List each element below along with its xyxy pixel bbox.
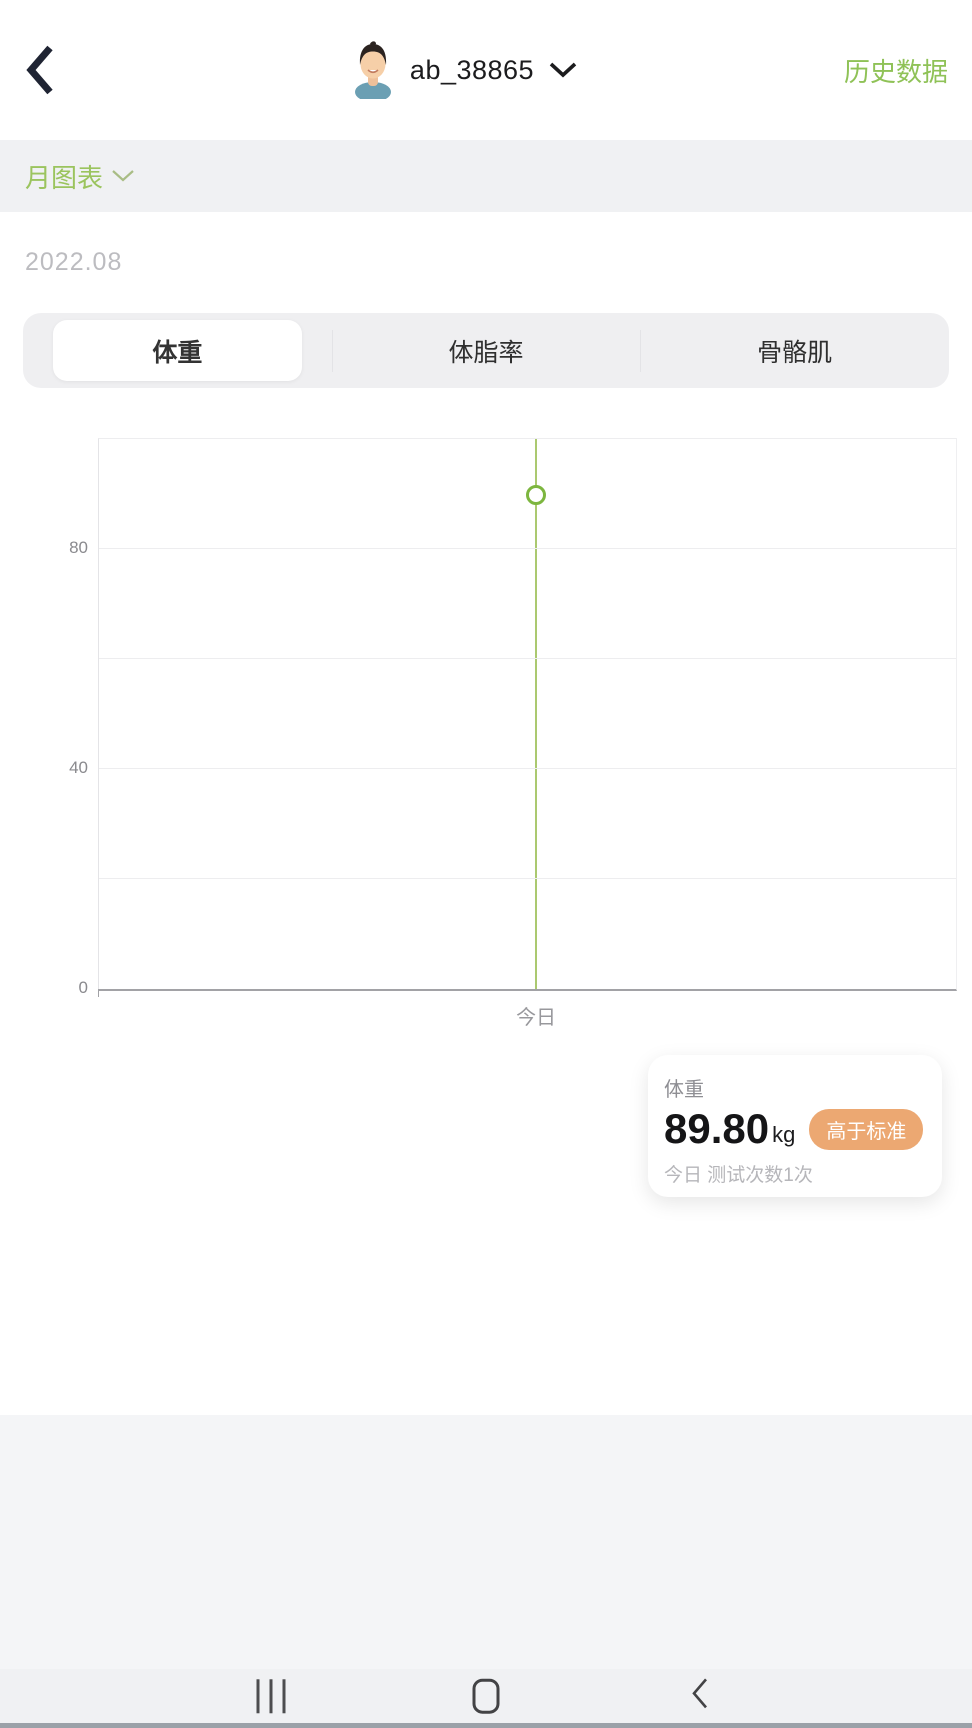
back-button[interactable] (24, 43, 84, 97)
tab-body-fat[interactable]: 体脂率 (332, 313, 641, 388)
avatar (354, 41, 391, 99)
screen-bottom-edge (0, 1723, 972, 1728)
period-label: 月图表 (25, 162, 104, 193)
plot-area: 今日 (98, 438, 957, 1029)
month-label: 2022.08 (25, 248, 123, 276)
header: ab_38865 历史数据 (0, 0, 972, 140)
tab-skeletal-muscle[interactable]: 骨骼肌 (640, 313, 949, 388)
card-metric-label: 体重 (664, 1079, 704, 1101)
history-data-link[interactable]: 历史数据 (843, 56, 948, 87)
y-tick-label: 80 (69, 538, 88, 557)
weight-unit: kg (772, 1122, 796, 1147)
recents-button[interactable] (256, 1678, 286, 1713)
axis-tick (98, 989, 99, 997)
segment-divider (331, 329, 333, 372)
user-name: ab_38865 (409, 54, 535, 85)
tab-weight[interactable]: 体重 (23, 313, 332, 388)
period-selector[interactable]: 月图表 (0, 140, 972, 212)
today-series-line (535, 439, 538, 989)
gridline (99, 548, 956, 549)
chevron-left-icon (26, 45, 53, 95)
data-point-marker[interactable] (526, 485, 547, 506)
y-tick-label: 40 (69, 758, 88, 777)
tab-weight-label: 体重 (53, 320, 302, 381)
segment-divider (640, 329, 642, 372)
gridline (99, 768, 956, 769)
gridline (99, 878, 956, 879)
card-footer-text: 今日 测试次数1次 (664, 1165, 813, 1186)
android-navbar (0, 1669, 972, 1728)
tab-body-fat-label: 体脂率 (448, 338, 524, 367)
recents-icon (256, 1678, 260, 1713)
chevron-down-icon (549, 62, 577, 78)
tab-skeletal-muscle-label: 骨骼肌 (757, 338, 833, 367)
home-button[interactable] (472, 1678, 500, 1714)
status-badge: 高于标准 (809, 1108, 924, 1150)
y-tick-label: 0 (78, 978, 88, 997)
chevron-left-icon (692, 1678, 707, 1708)
nav-back-button[interactable] (690, 1676, 710, 1715)
weight-value: 89.80 (664, 1105, 770, 1152)
user-selector[interactable]: ab_38865 (84, 41, 844, 99)
measurement-card[interactable]: 体重 89.80 kg 高于标准 今日 测试次数1次 (648, 1055, 942, 1197)
x-axis-label-today: 今日 (516, 1007, 557, 1029)
gridline (99, 658, 956, 659)
card-value-row: 89.80 kg 高于标准 (664, 1108, 926, 1150)
metric-tabs: 体重 体脂率 骨骼肌 (23, 313, 949, 388)
gridline (99, 438, 956, 439)
y-axis-labels: 0 40 80 (40, 438, 88, 997)
chevron-down-icon (112, 170, 134, 182)
